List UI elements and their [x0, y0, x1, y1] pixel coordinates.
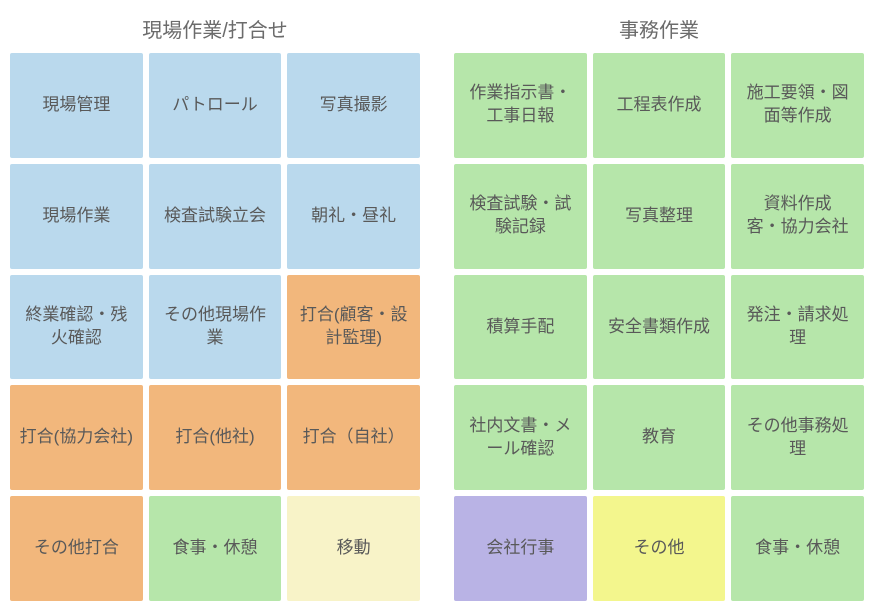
panel-office: 事務作業 作業指示書・工事日報工程表作成施工要領・図面等作成検査試験・試験記録写…	[454, 8, 864, 601]
office-cell-14[interactable]: 食事・休憩	[731, 496, 864, 601]
panel-office-title: 事務作業	[454, 8, 864, 53]
panel-onsite-title: 現場作業/打合せ	[10, 8, 420, 53]
onsite-cell-14[interactable]: 移動	[287, 496, 420, 601]
onsite-cell-12[interactable]: その他打合	[10, 496, 143, 601]
office-cell-9[interactable]: 社内文書・メール確認	[454, 385, 587, 490]
grid-onsite: 現場管理パトロール写真撮影現場作業検査試験立会朝礼・昼礼終業確認・残火確認その他…	[10, 53, 420, 601]
office-cell-5[interactable]: 資料作成客・協力会社	[731, 164, 864, 269]
onsite-cell-8[interactable]: 打合(顧客・設計監理)	[287, 275, 420, 380]
onsite-cell-5[interactable]: 朝礼・昼礼	[287, 164, 420, 269]
office-cell-2[interactable]: 施工要領・図面等作成	[731, 53, 864, 158]
office-cell-12[interactable]: 会社行事	[454, 496, 587, 601]
onsite-cell-9[interactable]: 打合(協力会社)	[10, 385, 143, 490]
onsite-cell-7[interactable]: その他現場作業	[149, 275, 282, 380]
onsite-cell-13[interactable]: 食事・休憩	[149, 496, 282, 601]
office-cell-1[interactable]: 工程表作成	[593, 53, 726, 158]
office-cell-8[interactable]: 発注・請求処理	[731, 275, 864, 380]
onsite-cell-10[interactable]: 打合(他社)	[149, 385, 282, 490]
onsite-cell-0[interactable]: 現場管理	[10, 53, 143, 158]
grid-office: 作業指示書・工事日報工程表作成施工要領・図面等作成検査試験・試験記録写真整理資料…	[454, 53, 864, 601]
onsite-cell-3[interactable]: 現場作業	[10, 164, 143, 269]
office-cell-3[interactable]: 検査試験・試験記録	[454, 164, 587, 269]
office-cell-0[interactable]: 作業指示書・工事日報	[454, 53, 587, 158]
panel-onsite: 現場作業/打合せ 現場管理パトロール写真撮影現場作業検査試験立会朝礼・昼礼終業確…	[10, 8, 420, 601]
onsite-cell-4[interactable]: 検査試験立会	[149, 164, 282, 269]
onsite-cell-6[interactable]: 終業確認・残火確認	[10, 275, 143, 380]
onsite-cell-2[interactable]: 写真撮影	[287, 53, 420, 158]
office-cell-7[interactable]: 安全書類作成	[593, 275, 726, 380]
office-cell-4[interactable]: 写真整理	[593, 164, 726, 269]
onsite-cell-1[interactable]: パトロール	[149, 53, 282, 158]
office-cell-10[interactable]: 教育	[593, 385, 726, 490]
office-cell-6[interactable]: 積算手配	[454, 275, 587, 380]
onsite-cell-11[interactable]: 打合（自社）	[287, 385, 420, 490]
office-cell-11[interactable]: その他事務処理	[731, 385, 864, 490]
office-cell-13[interactable]: その他	[593, 496, 726, 601]
